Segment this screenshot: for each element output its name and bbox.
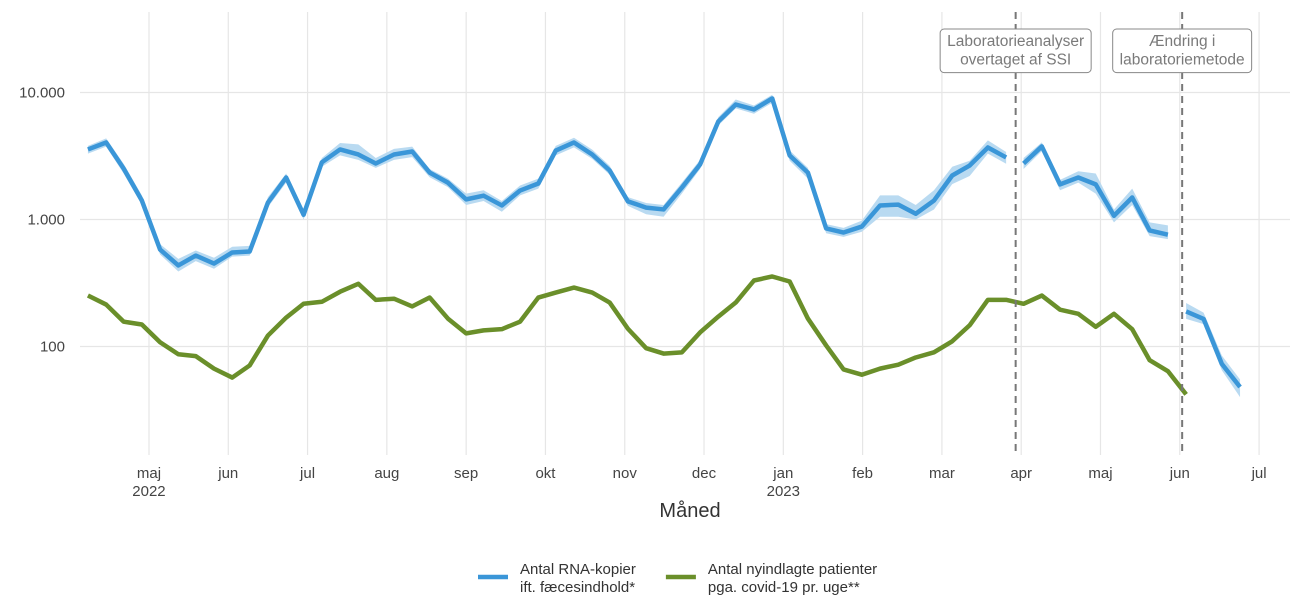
series-line [86,274,1188,396]
confidence-band [1186,303,1241,398]
y-tick-label: 1.000 [27,212,65,229]
x-tick-label: sep [454,465,478,482]
confidence-band [87,94,1007,272]
annotation-box [1112,28,1253,74]
confidence-band [1023,142,1168,240]
y-tick-label: 100 [40,339,65,356]
x-tick-label: nov [613,465,638,482]
x-tick-label: feb [852,465,873,482]
y-tick-label: 10.000 [19,84,65,101]
x-tick-label: aug [374,465,399,482]
annotation: Ændring i laboratoriemetode [1112,28,1253,74]
x-tick-label: jun [217,465,238,482]
series-line [1022,144,1169,237]
x-tick-label: apr [1010,465,1032,482]
x-tick-label: dec [692,465,717,482]
x-tick-label: jul [299,465,315,482]
x-tick-label: okt [535,465,556,482]
x-tick-label: jun [1169,465,1190,482]
x-tick-label: maj [1088,465,1112,482]
annotation-box [939,28,1092,74]
x-tick-label: maj 2022 [132,465,165,500]
x-tick-label: mar [929,465,955,482]
series-line [87,96,1008,268]
annotation: Laboratorieanalyser overtaget af SSI [939,28,1092,74]
x-tick-label: jan 2023 [767,465,800,500]
grid [80,12,1290,455]
x-tick-label: jul [1251,465,1267,482]
x-axis-title: Måned [659,500,720,522]
series-line [1185,309,1242,389]
legend-label: Antal RNA-kopier ift. fæcesindhold* [520,561,636,596]
annotation-text: Ændring i laboratoriemetode [1120,33,1245,69]
annotation-text: Laboratorieanalyser overtaget af SSI [947,33,1084,69]
legend-label: Antal nyindlagte patienter pga. covid-19 … [708,561,877,596]
